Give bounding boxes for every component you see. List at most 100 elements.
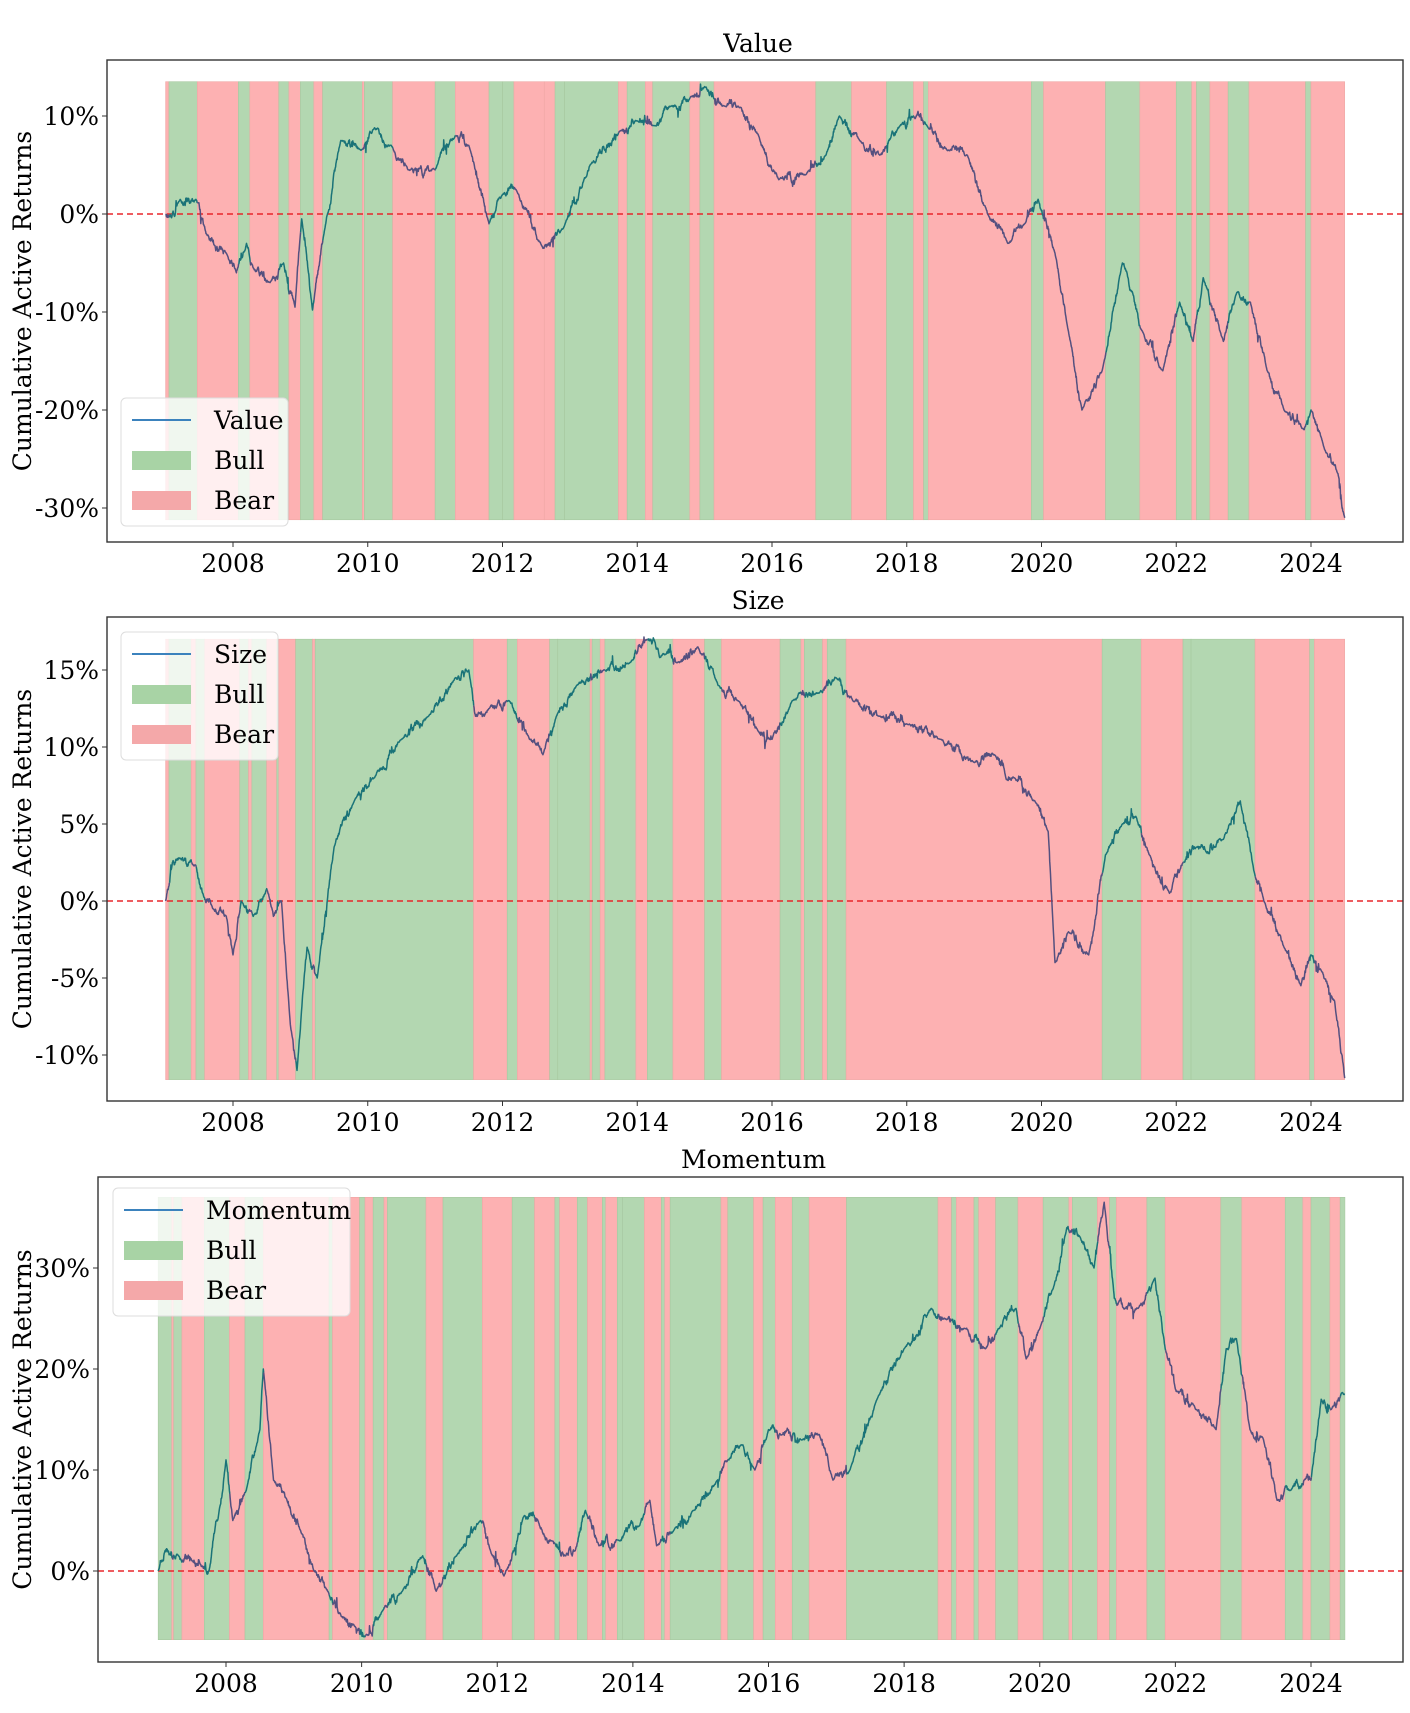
series-segment-bull bbox=[168, 856, 193, 884]
regime-band-bear bbox=[635, 638, 648, 1080]
regime-band-bear bbox=[1140, 638, 1184, 1080]
series-segment-bull bbox=[278, 262, 290, 295]
series-segment-bull bbox=[434, 134, 457, 170]
series-segment-bear bbox=[713, 97, 817, 188]
regime-band-bull bbox=[762, 1197, 776, 1640]
series-segment-bull bbox=[1305, 409, 1313, 426]
regime-band-bear bbox=[559, 1197, 578, 1640]
regime-band-bull bbox=[1175, 81, 1193, 521]
regime-band-bear bbox=[1164, 1197, 1222, 1640]
regime-band-bull bbox=[1196, 81, 1211, 521]
y-tick-label: 15% bbox=[43, 656, 99, 685]
series-segment-bull bbox=[1043, 1225, 1070, 1318]
y-tick-label: -10% bbox=[35, 1041, 99, 1070]
regime-band-bull bbox=[387, 1197, 427, 1640]
series-segment-bull bbox=[616, 1513, 646, 1542]
regime-band-bull bbox=[576, 1197, 588, 1640]
regime-band-bear bbox=[312, 638, 316, 1080]
series-segment-bull bbox=[157, 1548, 173, 1572]
series-segment-bear bbox=[605, 1533, 619, 1552]
series-segment-bull bbox=[506, 699, 519, 720]
series-segment-bull bbox=[511, 1511, 536, 1556]
series-segment-bear bbox=[955, 1324, 975, 1343]
regime-band-bear bbox=[278, 638, 296, 1080]
series-segment-bear bbox=[1241, 1374, 1287, 1503]
series-segment-bull bbox=[237, 242, 251, 265]
series-line-momentum bbox=[157, 1201, 1346, 1638]
regime-band-bull bbox=[1190, 638, 1256, 1080]
regime-band-bear bbox=[664, 1197, 671, 1640]
series-segment-bear bbox=[278, 900, 297, 1061]
x-tick-label: 2018 bbox=[872, 1669, 936, 1698]
series-segment-bear bbox=[721, 685, 781, 750]
series-segment-bull bbox=[886, 108, 915, 153]
series-segment-bear bbox=[1209, 302, 1230, 343]
regime-band-bull bbox=[652, 81, 691, 521]
series-segment-bear bbox=[392, 147, 437, 179]
regime-band-bear bbox=[1314, 638, 1345, 1080]
regime-band-bull bbox=[372, 1197, 385, 1640]
x-tick-label: 2014 bbox=[605, 549, 669, 578]
regime-band-bull bbox=[815, 81, 852, 521]
series-segment-bear bbox=[249, 261, 280, 284]
series-segment-bull bbox=[576, 1509, 589, 1543]
y-tick-label: 0% bbox=[50, 1557, 90, 1586]
regime-band-bear bbox=[753, 1197, 764, 1640]
series-segment-bear bbox=[937, 1313, 953, 1323]
x-tick-label: 2008 bbox=[201, 1108, 265, 1137]
x-tick-label: 2012 bbox=[465, 1669, 529, 1698]
regime-bands bbox=[165, 638, 1345, 1080]
series-segment-bull bbox=[1309, 954, 1316, 964]
legend-entry-bull: Bull bbox=[206, 1236, 256, 1265]
series-segment-bear bbox=[425, 1564, 445, 1592]
series-segment-bear bbox=[672, 646, 706, 665]
chart-panel-size: Size 2008 2010 2012 2014 2016 2018 2020 2022 2024… bbox=[8, 586, 1404, 1137]
regime-band-bull bbox=[622, 1197, 645, 1640]
y-tick-label: 30% bbox=[34, 1254, 90, 1283]
series-segment-bull bbox=[554, 1541, 561, 1553]
regime-band-bull bbox=[699, 81, 715, 521]
series-segment-bull bbox=[846, 1307, 940, 1475]
series-segment-bear bbox=[599, 669, 606, 674]
regime-band-bear bbox=[1191, 81, 1197, 521]
regime-band-bull bbox=[886, 81, 914, 521]
regime-band-bull bbox=[511, 1197, 535, 1640]
series-segment-bear bbox=[1140, 833, 1184, 895]
regime-band-bear bbox=[1254, 638, 1310, 1080]
chart-title: Size bbox=[731, 586, 784, 615]
series-segment-bear bbox=[181, 1553, 206, 1570]
regime-band-bear bbox=[513, 81, 545, 521]
regime-band-bull bbox=[554, 81, 565, 521]
series-segment-bull bbox=[727, 1444, 755, 1471]
series-segment-bear bbox=[559, 1542, 579, 1557]
series-segment-bull bbox=[647, 637, 674, 663]
series-segment-bear bbox=[1310, 410, 1346, 518]
series-segment-bear bbox=[845, 689, 1104, 964]
axes-frame bbox=[106, 616, 1404, 1102]
series-segment-bear bbox=[229, 1491, 246, 1522]
x-tick-label: 2010 bbox=[336, 1108, 400, 1137]
regime-band-bear bbox=[313, 81, 323, 521]
legend-bear-swatch bbox=[132, 491, 191, 510]
regime-band-bull bbox=[295, 638, 313, 1080]
regime-band-bull bbox=[1309, 638, 1315, 1080]
regime-band-bear bbox=[589, 638, 593, 1080]
series-segment-bear bbox=[617, 127, 629, 135]
series-segment-bull bbox=[322, 139, 363, 241]
regime-band-bear bbox=[1068, 1197, 1073, 1640]
series-segment-bull bbox=[1146, 1277, 1167, 1351]
series-segment-bull bbox=[1284, 1478, 1304, 1492]
regime-band-bull bbox=[995, 1197, 1019, 1640]
regime-band-bear bbox=[845, 638, 1103, 1080]
regime-band-bear bbox=[392, 81, 436, 521]
series-segment-bear bbox=[516, 716, 551, 756]
regime-band-bear bbox=[937, 1197, 952, 1640]
x-tick-label: 2016 bbox=[737, 1669, 801, 1698]
regime-band-bull bbox=[791, 1197, 810, 1640]
x-tick-label: 2012 bbox=[471, 1108, 535, 1137]
x-tick-label: 2014 bbox=[601, 1669, 665, 1698]
regime-band-bull bbox=[704, 638, 722, 1080]
series-segment-bull bbox=[239, 900, 250, 914]
series-segment-bear bbox=[247, 908, 253, 914]
series-line-value bbox=[165, 83, 1346, 518]
